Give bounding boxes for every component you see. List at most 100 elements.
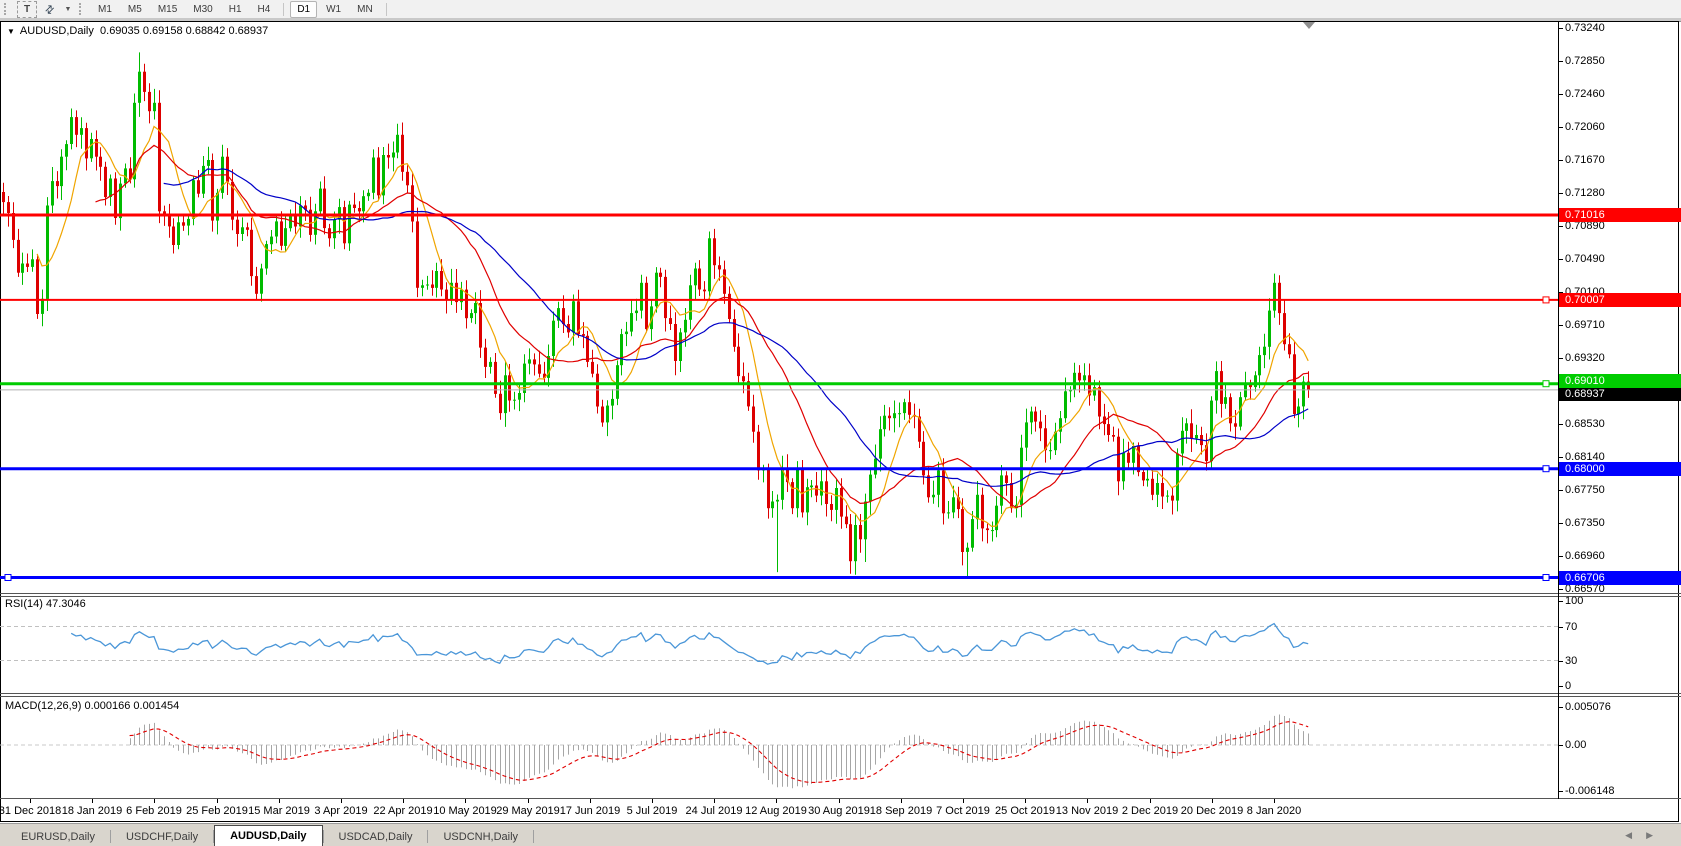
timeframe-button-mn[interactable]: MN [357,3,373,15]
rsi-tick-mark [1558,686,1563,687]
date-tick-mark [1274,799,1275,803]
date-label: 25 Oct 2019 [995,805,1055,817]
timeframe-button-m15[interactable]: M15 [157,3,178,15]
date-tick-mark [839,799,840,803]
timeframe-button-m5[interactable]: M5 [127,3,142,15]
date-axis-separator [0,798,1681,799]
macd-tick-label: 0.005076 [1565,701,1611,713]
date-tick-mark [776,799,777,803]
price-tick-mark [1558,457,1563,458]
date-tick-mark [341,799,342,803]
date-label: 31 Dec 2018 [0,805,62,817]
price-tick-mark [1558,292,1563,293]
rsi-tick-label: 70 [1565,621,1578,633]
top-toolbar: T ⇄ ▼ M1 M5 M15 M30 H1 H4 D1 W1 MN [0,0,1681,19]
pane-separator[interactable] [0,696,1681,697]
tab-audusd[interactable]: AUDUSD,Daily [214,825,323,846]
date-label: 5 Jul 2019 [626,805,678,817]
rsi-tick-label: 30 [1565,655,1578,667]
chart-ohlc-values: 0.69035 0.69158 0.68842 0.68937 [100,25,269,37]
date-label: 15 Mar 2019 [248,805,310,817]
rsi-line [70,622,1309,665]
date-label: 12 Aug 2019 [745,805,807,817]
pane-separator[interactable] [0,596,1681,597]
price-tick-label: 0.66570 [1565,583,1605,595]
rsi-tick-mark [1558,627,1563,628]
date-label: 8 Jan 2020 [1246,805,1302,817]
date-tick-mark [217,799,218,803]
price-badge-0.70007: 0.70007 [1559,293,1681,307]
rsi-label: RSI(14) 47.3046 [5,598,86,610]
tab-eurusd[interactable]: EURUSD,Daily [21,831,95,843]
timeframe-button-h4[interactable]: H4 [257,3,271,15]
tab-scroll-right-icon[interactable]: ▶ [1646,830,1667,840]
chart-title-row: ▼ AUDUSD,Daily 0.69035 0.69158 0.68842 0.… [7,25,268,37]
tab-usdcnh[interactable]: USDCNH,Daily [443,831,519,843]
price-tick-label: 0.71280 [1565,187,1605,199]
price-tick-mark [1558,523,1563,524]
price-tick-label: 0.68530 [1565,418,1605,430]
chart-canvas[interactable] [0,21,1681,822]
toolbar-grip-2[interactable] [79,3,84,15]
toolbar-dropdown-caret[interactable]: ▼ [64,5,72,13]
macd-tick-mark [1558,745,1563,746]
rsi-tick-mark [1558,661,1563,662]
tab-usdcad[interactable]: USDCAD,Daily [338,831,413,843]
timeframe-button-m30[interactable]: M30 [193,3,213,15]
tab-scroll-left-icon[interactable]: ◀ [1625,830,1647,840]
price-tick-mark [1558,556,1563,557]
date-label: 7 Oct 2019 [936,805,990,817]
date-tick-mark [279,799,280,803]
price-tick-mark [1558,358,1563,359]
timeframe-button-h1[interactable]: H1 [228,3,242,15]
timeframe-buttons: M1 M5 M15 M30 H1 H4 D1 W1 MN [90,0,392,18]
price-tick-mark [1558,424,1563,425]
macd-signal-line [129,721,1309,784]
collapse-triangle-icon[interactable]: ▼ [7,27,15,36]
date-tick-mark [590,799,591,803]
toolbar-separator [385,2,387,16]
date-tick-mark [901,799,902,803]
date-tick-mark [528,799,529,803]
timeframe-button-w1[interactable]: W1 [326,3,342,15]
tab-usdchf[interactable]: USDCHF,Daily [125,831,199,843]
pane-separator[interactable] [0,593,1681,594]
text-tool-button[interactable]: T [17,0,37,18]
price-axis-line[interactable] [1558,21,1559,799]
date-label: 29 May 2019 [496,805,560,817]
date-label: 17 Jun 2019 [559,805,621,817]
macd-tick-mark [1558,707,1563,708]
date-label: 13 Nov 2019 [1055,805,1119,817]
date-label: 2 Dec 2019 [1121,805,1179,817]
chart-symbol-period: AUDUSD,Daily [19,25,94,37]
tab-scroll-arrows[interactable]: ◀▶ [1625,830,1667,841]
price-tick-label: 0.70490 [1565,253,1605,265]
tab-separator [427,830,429,843]
pane-separator[interactable] [0,693,1681,694]
rsi-tick-label: 100 [1565,595,1584,607]
price-tick-mark [1558,226,1563,227]
timeframe-button-d1[interactable]: D1 [290,0,318,18]
price-badge-0.71016: 0.71016 [1559,208,1681,222]
macd-label: MACD(12,26,9) 0.000166 0.001454 [5,700,180,712]
price-tick-mark [1558,28,1563,29]
toolbar-grip[interactable] [4,3,9,15]
price-tick-label: 0.69710 [1565,319,1605,331]
chart-tabs-bar: EURUSD,Daily USDCHF,Daily AUDUSD,Daily USDC… [0,823,1681,846]
date-tick-mark [1212,799,1213,803]
tab-separator [322,830,324,843]
price-badge-0.68000: 0.68000 [1559,462,1681,476]
cycle-arrows-button[interactable]: ⇄ [41,2,59,17]
price-tick-mark [1558,160,1563,161]
price-tick-label: 0.73240 [1565,22,1605,34]
price-tick-label: 0.66960 [1565,550,1605,562]
price-tick-mark [1558,589,1563,590]
date-tick-mark [1025,799,1026,803]
chart-shift-marker[interactable] [1303,22,1315,29]
price-tick-label: 0.70890 [1565,220,1605,232]
rsi-tick-mark [1558,601,1563,602]
date-label: 22 Apr 2019 [373,805,433,817]
price-tick-label: 0.68140 [1565,451,1605,463]
timeframe-button-m1[interactable]: M1 [98,3,112,15]
